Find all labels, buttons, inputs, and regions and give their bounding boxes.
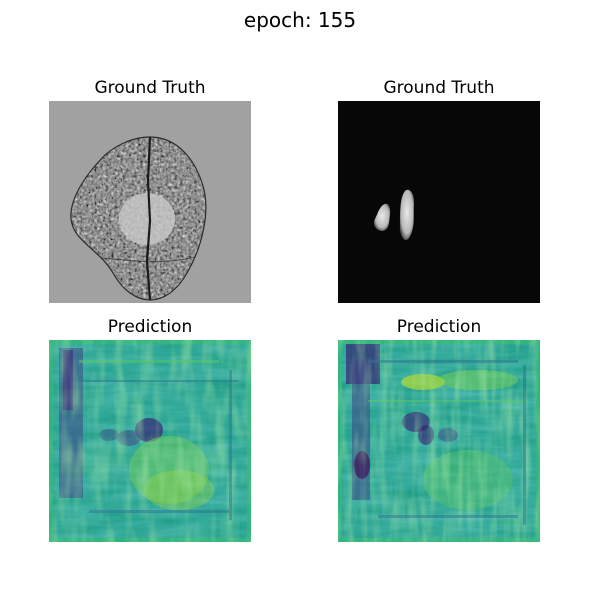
figure-title: epoch: 155 — [243, 8, 357, 32]
mri-image — [49, 101, 251, 303]
panel-title: Prediction — [396, 317, 482, 337]
panel-ground-truth-mask: Ground Truth — [338, 77, 540, 303]
panel-title: Ground Truth — [94, 78, 206, 98]
mask-image — [338, 101, 540, 303]
panel-prediction-2: Prediction — [338, 316, 540, 542]
panel-title: Ground Truth — [383, 78, 495, 98]
panel-prediction-1: Prediction — [49, 316, 251, 542]
panel-ground-truth-mri: Ground Truth — [49, 77, 251, 303]
prediction-map-2 — [338, 340, 540, 542]
prediction-map-1 — [49, 340, 251, 542]
panel-title: Prediction — [107, 317, 193, 337]
